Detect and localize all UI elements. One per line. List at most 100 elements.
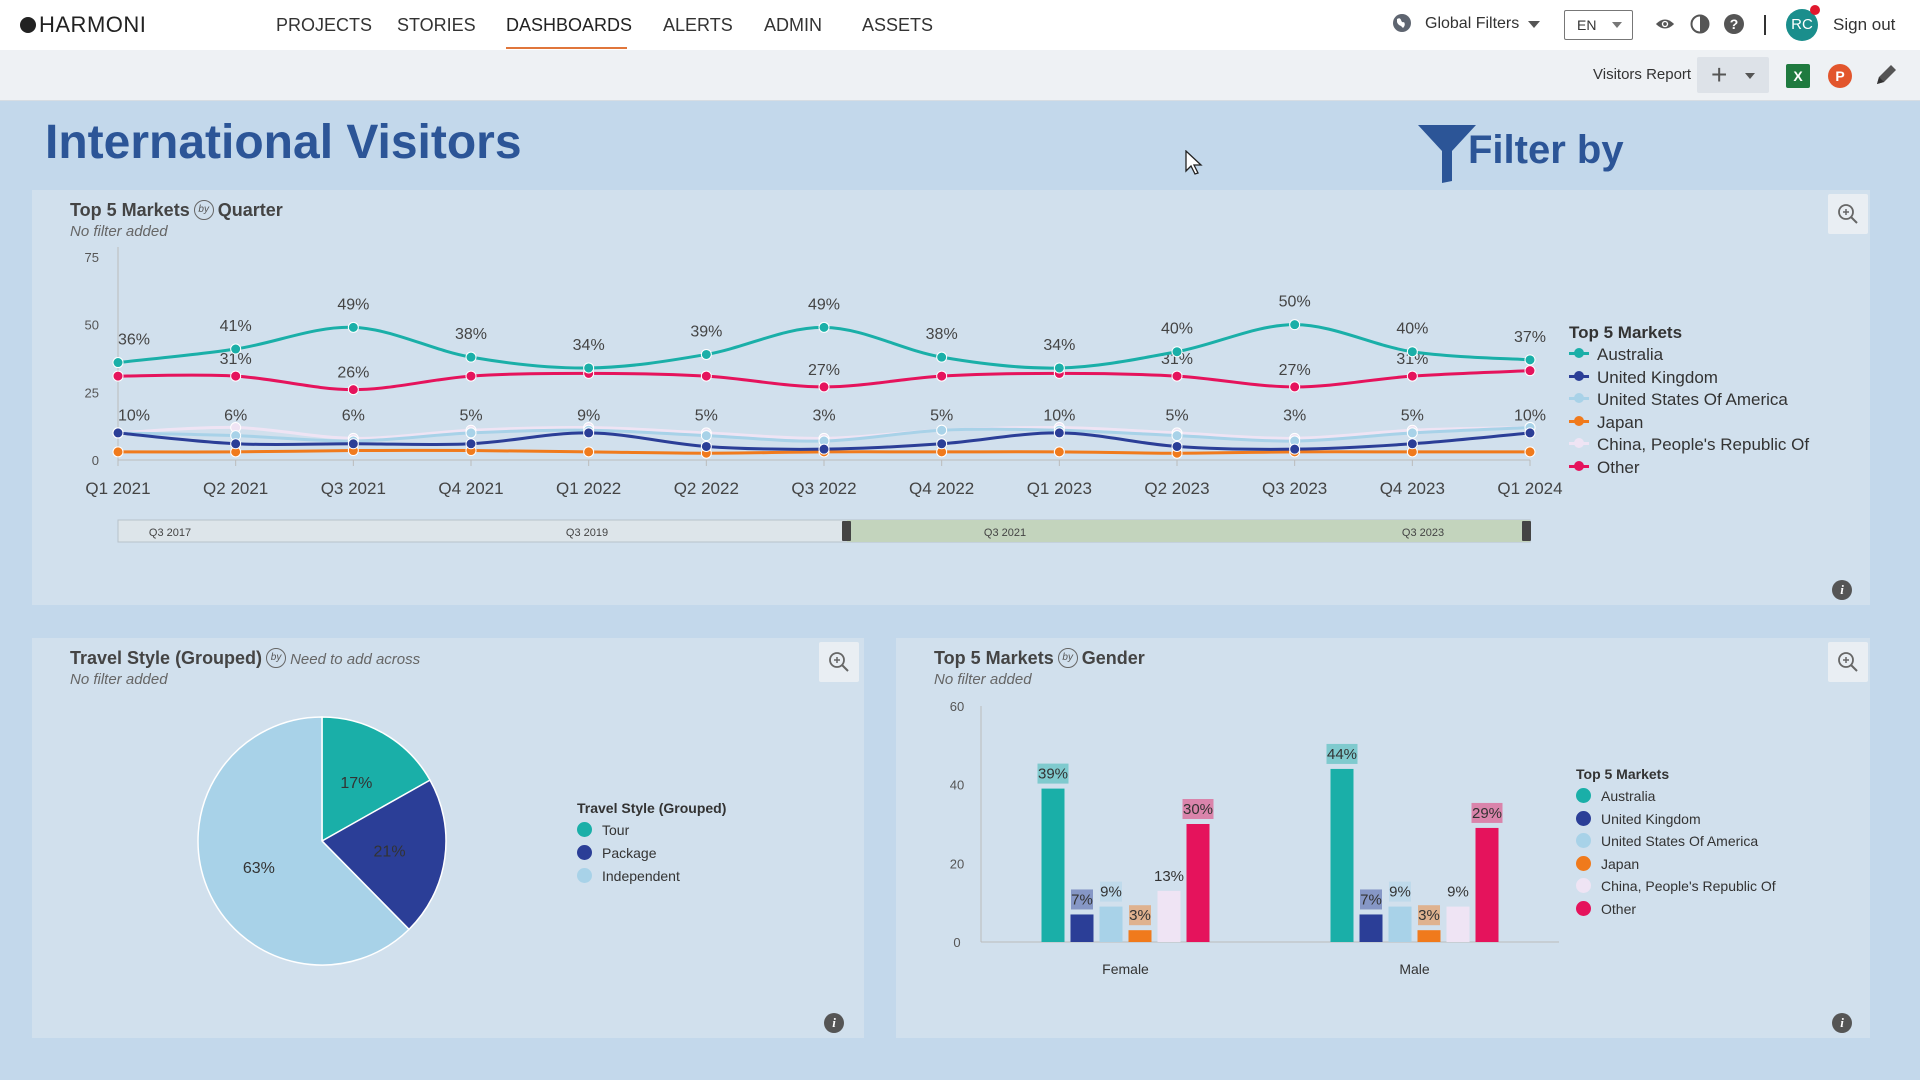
- bar-japan-female[interactable]: [1128, 930, 1152, 942]
- bar-other-male[interactable]: [1475, 827, 1499, 942]
- nav-stories[interactable]: STORIES: [397, 15, 476, 35]
- data-point[interactable]: [465, 438, 477, 450]
- data-point[interactable]: [583, 446, 595, 458]
- data-point[interactable]: [230, 370, 242, 382]
- data-point[interactable]: [1053, 362, 1065, 374]
- legend-item-china-people-s-republic-of[interactable]: China, People's Republic Of: [1576, 878, 1776, 894]
- data-point[interactable]: [1289, 443, 1301, 455]
- data-point[interactable]: [1406, 438, 1418, 450]
- legend-item-tour[interactable]: Tour: [577, 822, 629, 838]
- bar-australia-male[interactable]: [1330, 768, 1354, 942]
- data-point[interactable]: [1289, 381, 1301, 393]
- legend-item-china-people-s-republic-of[interactable]: China, People's Republic Of: [1569, 435, 1809, 455]
- data-point[interactable]: [818, 381, 830, 393]
- bar-united-kingdom-female[interactable]: [1070, 914, 1094, 942]
- legend-item-independent[interactable]: Independent: [577, 868, 680, 884]
- nav-projects[interactable]: PROJECTS: [276, 15, 373, 35]
- range-slider-handle-left[interactable]: [842, 521, 851, 541]
- data-point[interactable]: [1524, 446, 1536, 458]
- powerpoint-icon[interactable]: P: [1828, 64, 1852, 88]
- data-point[interactable]: [936, 438, 948, 450]
- report-name[interactable]: Visitors Report: [1593, 66, 1692, 83]
- info-icon[interactable]: i: [1832, 580, 1852, 600]
- data-point[interactable]: [1406, 370, 1418, 382]
- bar-china-people-s-republic-of-male[interactable]: [1446, 906, 1470, 942]
- data-point[interactable]: [700, 430, 712, 442]
- legend-item-japan[interactable]: Japan: [1576, 855, 1639, 872]
- legend-item-australia[interactable]: Australia: [1569, 345, 1663, 365]
- data-point[interactable]: [112, 446, 124, 458]
- data-point[interactable]: [230, 438, 242, 450]
- data-point[interactable]: [347, 438, 359, 450]
- nav-dashboards[interactable]: DASHBOARDS: [506, 15, 633, 35]
- help-icon[interactable]: ?: [1724, 14, 1744, 34]
- nav-assets[interactable]: ASSETS: [862, 15, 934, 35]
- zoom-button[interactable]: [819, 642, 859, 682]
- data-point[interactable]: [1524, 365, 1536, 377]
- language-select[interactable]: EN: [1564, 10, 1633, 40]
- data-point[interactable]: [465, 351, 477, 363]
- legend-item-united-states-of-america[interactable]: United States Of America: [1569, 390, 1788, 410]
- legend-item-other[interactable]: Other: [1569, 458, 1640, 478]
- data-point[interactable]: [700, 370, 712, 382]
- legend-item-united-kingdom[interactable]: United Kingdom: [1576, 810, 1701, 827]
- bar-united-kingdom-male[interactable]: [1359, 914, 1383, 942]
- harmoni-logo[interactable]: HARMONI: [20, 12, 146, 38]
- data-point[interactable]: [936, 351, 948, 363]
- data-point[interactable]: [1171, 440, 1183, 452]
- data-point[interactable]: [1524, 427, 1536, 439]
- pie-slice-package[interactable]: [320, 779, 447, 931]
- nav-alerts[interactable]: ALERTS: [663, 15, 733, 35]
- range-slider-handle-right[interactable]: [1522, 521, 1531, 541]
- data-point[interactable]: [465, 370, 477, 382]
- nav-admin[interactable]: ADMIN: [764, 15, 822, 35]
- bar-united-states-of-america-female[interactable]: [1099, 906, 1123, 942]
- legend-item-package[interactable]: Package: [577, 845, 656, 861]
- filter-by-label[interactable]: Filter by: [1468, 128, 1624, 172]
- data-point[interactable]: [700, 440, 712, 452]
- pie-slice-tour[interactable]: [321, 716, 432, 843]
- data-point[interactable]: [936, 424, 948, 436]
- funnel-icon[interactable]: [1418, 123, 1476, 183]
- excel-icon[interactable]: X: [1786, 64, 1810, 88]
- bar-panel-by[interactable]: Gender: [1081, 648, 1145, 668]
- bar-japan-male[interactable]: [1417, 930, 1441, 942]
- data-point[interactable]: [1289, 319, 1301, 331]
- data-point[interactable]: [1053, 427, 1065, 439]
- bar-china-people-s-republic-of-female[interactable]: [1157, 890, 1181, 942]
- legend-item-united-kingdom[interactable]: United Kingdom: [1569, 368, 1718, 388]
- legend-item-other[interactable]: Other: [1576, 900, 1636, 917]
- bar-other-female[interactable]: [1186, 824, 1210, 942]
- global-filters-button[interactable]: Global Filters: [1425, 15, 1520, 32]
- data-point[interactable]: [1406, 427, 1418, 439]
- pie-slice-independent[interactable]: [197, 716, 411, 966]
- data-point[interactable]: [112, 427, 124, 439]
- contrast-icon[interactable]: [1690, 14, 1710, 34]
- legend-item-united-states-of-america[interactable]: United States Of America: [1576, 833, 1758, 849]
- zoom-button[interactable]: [1828, 194, 1868, 234]
- data-point[interactable]: [230, 343, 242, 355]
- data-point[interactable]: [112, 370, 124, 382]
- data-point[interactable]: [818, 443, 830, 455]
- info-icon[interactable]: i: [824, 1013, 844, 1033]
- info-icon[interactable]: i: [1832, 1013, 1852, 1033]
- data-point[interactable]: [347, 321, 359, 333]
- data-point[interactable]: [1171, 370, 1183, 382]
- data-point[interactable]: [583, 427, 595, 439]
- bar-australia-female[interactable]: [1041, 788, 1065, 942]
- avatar[interactable]: RC: [1786, 9, 1818, 41]
- add-button[interactable]: +: [1697, 57, 1769, 93]
- legend-item-japan[interactable]: Japan: [1569, 413, 1643, 433]
- globe-icon[interactable]: [1392, 13, 1412, 33]
- chevron-down-icon[interactable]: [1528, 21, 1540, 28]
- data-point[interactable]: [936, 370, 948, 382]
- data-point[interactable]: [347, 384, 359, 396]
- data-point[interactable]: [700, 348, 712, 360]
- eye-icon[interactable]: [1655, 14, 1675, 34]
- zoom-button[interactable]: [1828, 642, 1868, 682]
- data-point[interactable]: [1171, 346, 1183, 358]
- bar-united-states-of-america-male[interactable]: [1388, 906, 1412, 942]
- line-panel-by[interactable]: Quarter: [217, 200, 283, 220]
- legend-item-australia[interactable]: Australia: [1576, 788, 1655, 804]
- sign-out-link[interactable]: Sign out: [1833, 15, 1896, 34]
